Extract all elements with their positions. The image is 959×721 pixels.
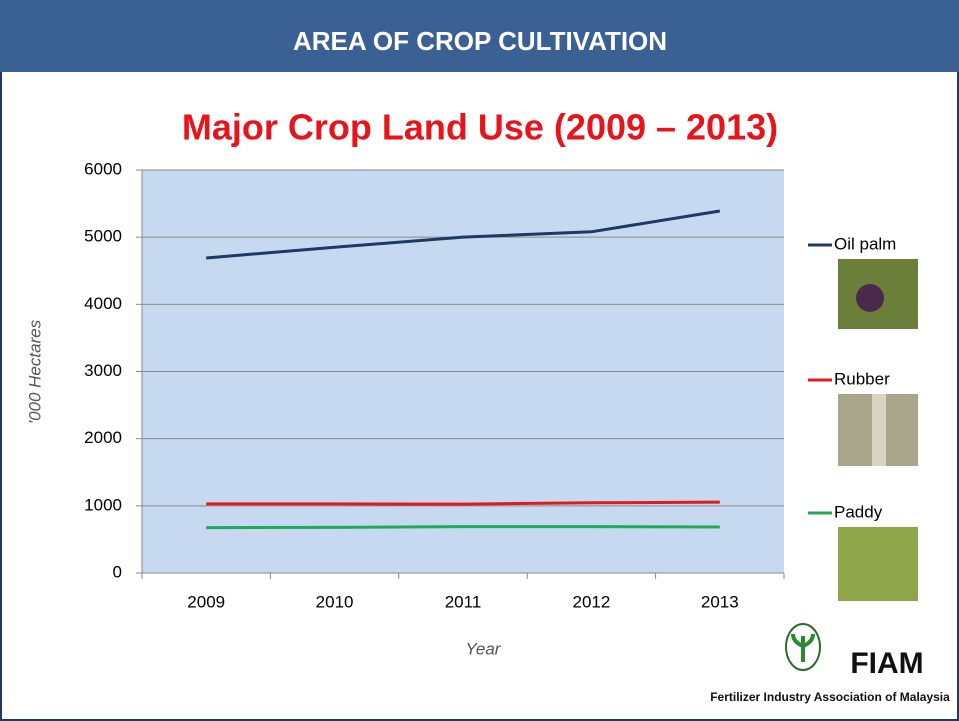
legend-label: Rubber	[834, 369, 890, 388]
oil-palm-photo-detail	[856, 284, 884, 312]
x-tick-label: 2010	[316, 592, 354, 611]
legend-label: Oil palm	[834, 234, 896, 253]
paddy-photo	[838, 527, 918, 601]
y-tick-label: 1000	[84, 495, 122, 514]
y-tick-label: 3000	[84, 361, 122, 380]
series-line	[206, 209, 721, 260]
x-tick-label: 2011	[445, 592, 482, 611]
x-tick-label: 2009	[187, 592, 225, 611]
y-tick-label: 2000	[84, 428, 122, 447]
rubber-photo-trunk	[872, 394, 886, 466]
header-title: AREA OF CROP CULTIVATION	[293, 26, 667, 56]
y-tick-label: 0	[113, 562, 122, 581]
series-line	[206, 525, 720, 530]
y-tick-label: 6000	[84, 159, 122, 178]
logo-name: FIAM	[850, 647, 923, 680]
logo-leaf	[791, 633, 815, 662]
x-tick-label: 2013	[701, 592, 739, 611]
chart: 0 1000 2000 3000 4000 5000 6000 2009 2010 2011 201…	[84, 159, 896, 611]
x-tick-label: 2012	[572, 592, 610, 611]
series-line	[206, 500, 720, 506]
y-tick-label: 5000	[84, 227, 122, 246]
y-axis-label: '000 Hectares	[25, 319, 44, 424]
chart-title: Major Crop Land Use (2009 – 2013)	[182, 107, 778, 148]
y-tick-label: 4000	[84, 294, 122, 313]
x-axis-label: Year	[466, 639, 502, 658]
legend-label: Paddy	[834, 502, 883, 521]
logo-full-name: Fertilizer Industry Association of Malay…	[710, 690, 950, 704]
header-bar	[0, 0, 959, 72]
